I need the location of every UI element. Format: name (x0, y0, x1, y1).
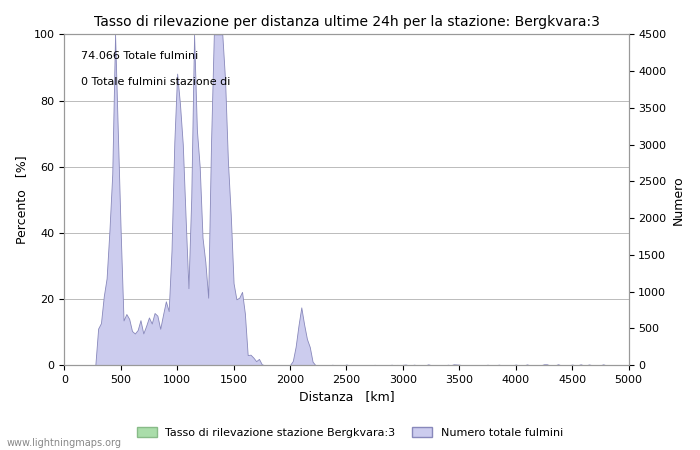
Y-axis label: Percento   [%]: Percento [%] (15, 155, 28, 244)
Title: Tasso di rilevazione per distanza ultime 24h per la stazione: Bergkvara:3: Tasso di rilevazione per distanza ultime… (94, 15, 599, 29)
Y-axis label: Numero: Numero (672, 175, 685, 225)
X-axis label: Distanza   [km]: Distanza [km] (299, 391, 394, 404)
Text: www.lightningmaps.org: www.lightningmaps.org (7, 437, 122, 447)
Text: 74.066 Totale fulmini: 74.066 Totale fulmini (81, 51, 199, 61)
Legend: Tasso di rilevazione stazione Bergkvara:3, Numero totale fulmini: Tasso di rilevazione stazione Bergkvara:… (132, 423, 568, 442)
Text: 0 Totale fulmini stazione di: 0 Totale fulmini stazione di (81, 77, 230, 87)
